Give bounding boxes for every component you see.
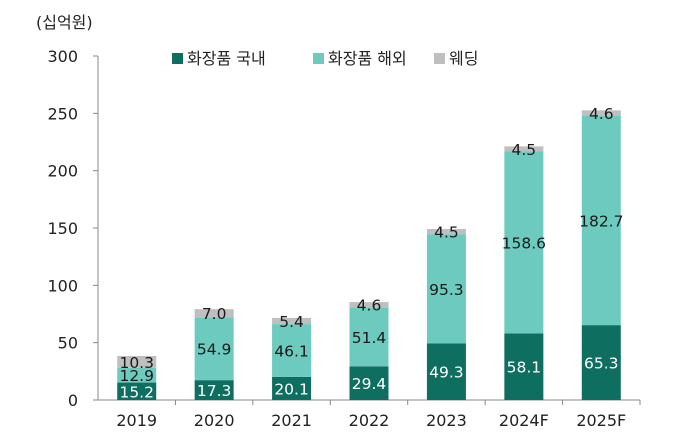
- bar-segment: [504, 146, 544, 152]
- x-tick-label: 2023: [426, 411, 467, 430]
- y-axis-ticks: 0 50 100 150 200 250 300: [47, 47, 98, 410]
- data-label: 4.5: [512, 141, 537, 159]
- y-tick-label: 300: [47, 47, 78, 66]
- data-label: 51.4: [352, 329, 387, 347]
- legend-label: 화장품 국내: [187, 49, 266, 68]
- data-label: 29.4: [352, 375, 387, 393]
- data-label: 15.2: [119, 383, 154, 401]
- bar-segment: [581, 110, 621, 116]
- x-tick-label: 2025F: [576, 411, 626, 430]
- bar-segment: [117, 355, 157, 368]
- y-tick-label: 250: [47, 104, 78, 123]
- bar-segment: [194, 309, 234, 318]
- data-label: 20.1: [274, 380, 309, 398]
- data-label: 58.1: [507, 359, 542, 377]
- data-label: 4.6: [357, 297, 382, 315]
- bar-segment: [117, 382, 157, 400]
- data-label: 4.5: [434, 224, 459, 242]
- x-tick-label: 2022: [349, 411, 390, 430]
- bar-segment: [504, 151, 544, 334]
- data-label: 49.3: [429, 364, 464, 382]
- data-label: 4.6: [589, 105, 614, 123]
- y-tick-label: 150: [47, 219, 78, 238]
- data-label: 54.9: [197, 341, 232, 359]
- bar-segment: [349, 307, 389, 367]
- bar-segment: [272, 324, 312, 377]
- bar-segment: [194, 380, 234, 400]
- y-tick-label: 200: [47, 162, 78, 181]
- bar-segment: [581, 115, 621, 326]
- x-axis-ticks: 2019 2020 2021 2022 2023 2024F 2025F: [116, 400, 641, 430]
- data-label: 95.3: [429, 281, 464, 299]
- y-tick-label: 0: [68, 391, 78, 410]
- y-tick-label: 100: [47, 276, 78, 295]
- bar-segment: [349, 302, 389, 308]
- bar-segment: [117, 367, 157, 383]
- x-tick-label: 2021: [271, 411, 312, 430]
- x-tick-label: 2019: [116, 411, 157, 430]
- bar-segment: [272, 317, 312, 325]
- bar-segment: [426, 234, 466, 344]
- legend-swatch: [172, 53, 183, 64]
- data-label: 7.0: [202, 305, 227, 323]
- bar-segment: [349, 366, 389, 400]
- data-label: 10.3: [119, 354, 154, 372]
- x-tick-label: 2020: [194, 411, 235, 430]
- bar-segment: [504, 333, 544, 400]
- data-label: 158.6: [502, 234, 546, 252]
- bars: 15.212.910.3 17.3 54.9 7.0 20.1 46.1 5.4 29.4 51…: [117, 105, 623, 401]
- y-tick-label: 50: [58, 334, 78, 353]
- legend-label: 웨딩: [449, 49, 478, 68]
- x-tick-label: 2024F: [499, 411, 549, 430]
- bar-segment: [426, 343, 466, 400]
- legend-swatch: [434, 53, 445, 64]
- legend-label: 화장품 해외: [328, 49, 407, 68]
- data-label: 46.1: [274, 343, 309, 361]
- data-label: 5.4: [279, 313, 304, 331]
- bar-segment: [426, 229, 466, 235]
- data-label: 17.3: [197, 382, 232, 400]
- data-label: 12.9: [119, 367, 154, 385]
- data-label: 182.7: [579, 212, 623, 230]
- legend: 화장품 국내 화장품 해외 웨딩: [172, 49, 478, 68]
- bar-segment: [272, 376, 312, 400]
- bar-segment: [194, 317, 234, 381]
- unit-label: (십억원): [36, 13, 93, 32]
- legend-swatch: [313, 53, 324, 64]
- bar-segment: [581, 325, 621, 400]
- data-label: 65.3: [584, 355, 619, 373]
